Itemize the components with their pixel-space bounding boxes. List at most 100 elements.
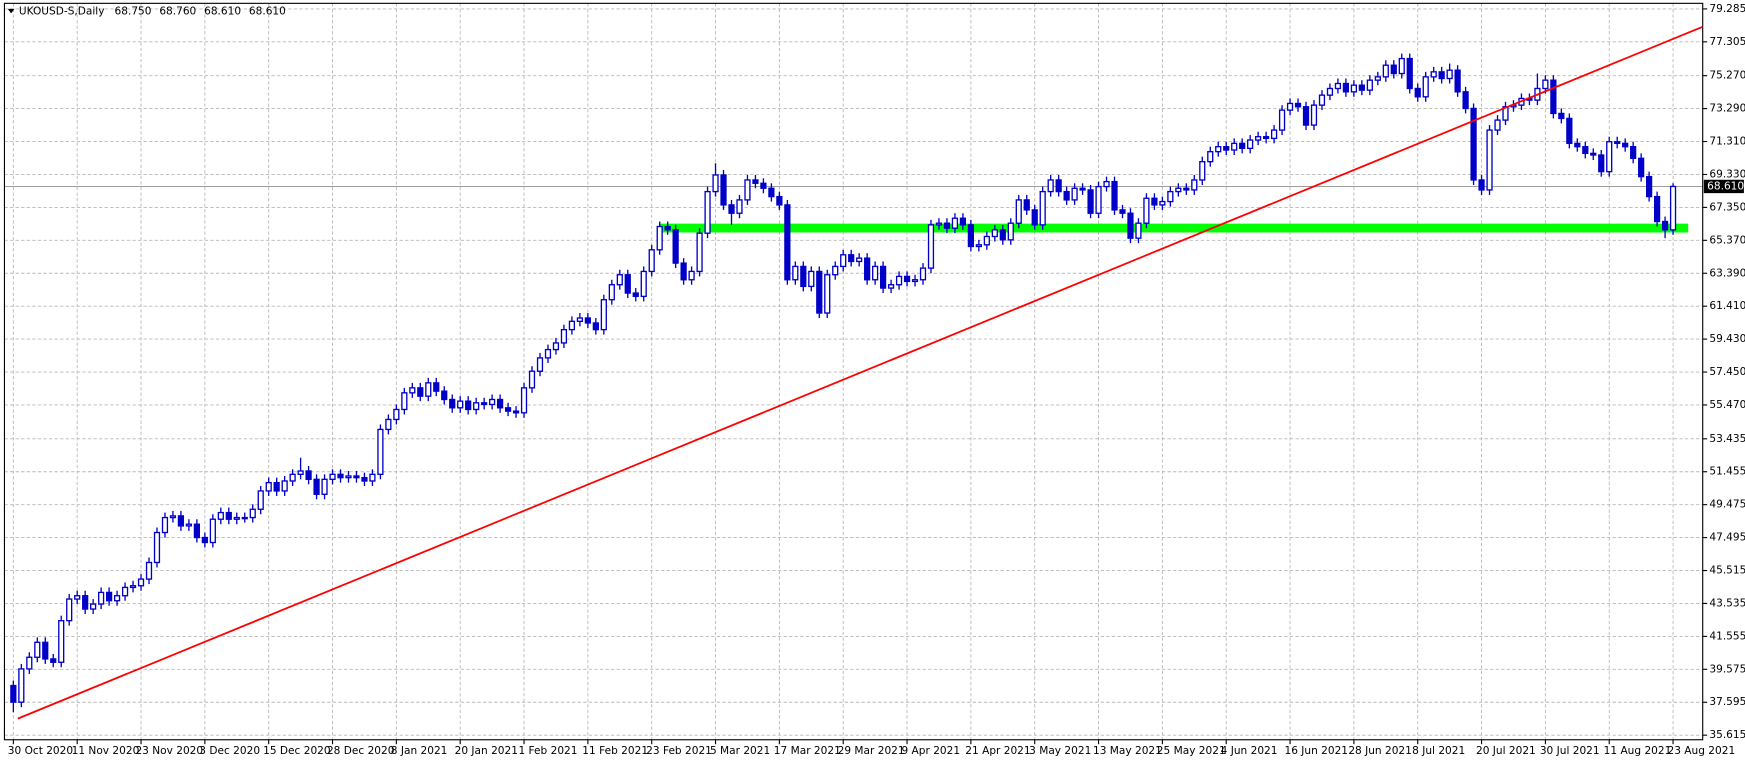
x-tick-label: 30 Oct 2020 bbox=[8, 745, 74, 757]
candle-body bbox=[568, 320, 576, 331]
candle-body bbox=[552, 342, 560, 351]
candle-body bbox=[153, 531, 161, 564]
candle-body bbox=[58, 620, 65, 663]
candle-body bbox=[161, 516, 169, 534]
candle-body bbox=[305, 470, 312, 480]
candle-body bbox=[887, 284, 895, 289]
candle-body bbox=[1223, 146, 1230, 151]
y-tick-label: 35.615 bbox=[1709, 729, 1745, 741]
x-tick-label: 8 Jul 2021 bbox=[1412, 745, 1465, 757]
candle-body bbox=[225, 511, 232, 520]
x-tick-label: 20 Jul 2021 bbox=[1476, 745, 1536, 757]
candle-body bbox=[1095, 185, 1102, 214]
candle-body bbox=[999, 229, 1006, 241]
candle-body bbox=[353, 475, 360, 479]
candle-body bbox=[1310, 104, 1318, 126]
candle-body bbox=[1494, 119, 1501, 131]
candle-body bbox=[98, 591, 105, 605]
header-text: UKOUSD-S,Daily 68.750 68.760 68.610 68.6… bbox=[19, 6, 286, 18]
y-tick-label: 47.495 bbox=[1709, 532, 1745, 544]
candle-body bbox=[66, 598, 73, 622]
candle-body bbox=[608, 284, 615, 301]
candle-body bbox=[1318, 94, 1326, 106]
candle-body bbox=[496, 398, 504, 409]
candle-body bbox=[1414, 87, 1421, 98]
x-tick-label: 17 Mar 2021 bbox=[774, 745, 841, 757]
header: UKOUSD-S,Daily 68.750 68.760 68.610 68.6… bbox=[7, 6, 286, 18]
candle-body bbox=[560, 328, 568, 344]
candle-body bbox=[449, 398, 456, 409]
x-tick-label: 23 Feb 2021 bbox=[646, 745, 712, 757]
candle-body bbox=[616, 274, 623, 286]
y-tick-label: 59.430 bbox=[1709, 333, 1745, 345]
candle-body bbox=[1087, 189, 1094, 214]
candle-body bbox=[241, 516, 248, 520]
candle-body bbox=[1326, 87, 1334, 96]
candle-body bbox=[816, 270, 823, 314]
grid bbox=[4, 3, 1703, 740]
candle-body bbox=[1135, 222, 1142, 239]
x-tick-label: 23 Aug 2021 bbox=[1667, 745, 1735, 757]
x-tick-label: 21 Apr 2021 bbox=[965, 745, 1030, 757]
candle-body bbox=[1574, 142, 1581, 148]
x-tick-label: 15 Dec 2020 bbox=[263, 745, 331, 757]
candle-body bbox=[800, 265, 807, 288]
candle-body bbox=[1191, 179, 1198, 191]
x-tick-label: 11 Nov 2020 bbox=[72, 745, 140, 757]
candle-body bbox=[967, 224, 974, 248]
candle-body bbox=[736, 199, 743, 214]
candle-body bbox=[584, 317, 591, 324]
candle-body bbox=[1063, 190, 1070, 201]
candle-body bbox=[137, 578, 145, 587]
trend-line bbox=[17, 25, 1703, 720]
candle-body bbox=[489, 398, 496, 406]
y-tick-label: 57.450 bbox=[1709, 366, 1745, 378]
candle-body bbox=[113, 595, 121, 602]
x-tick-label: 3 Dec 2020 bbox=[199, 745, 260, 757]
candle-body bbox=[840, 254, 847, 268]
y-tick-label: 43.535 bbox=[1709, 597, 1745, 609]
candle-body bbox=[417, 387, 424, 397]
candle-body bbox=[34, 641, 41, 658]
candle-body bbox=[752, 179, 759, 184]
candle-body bbox=[1398, 57, 1405, 75]
candle-body bbox=[895, 275, 903, 286]
candle-body bbox=[1167, 190, 1174, 203]
candle-body bbox=[18, 668, 25, 703]
candle-body bbox=[145, 561, 153, 580]
candle-body bbox=[385, 418, 392, 431]
candle-body bbox=[808, 270, 815, 288]
candle-body bbox=[217, 511, 224, 520]
candle-body bbox=[1669, 185, 1677, 231]
y-tick-label: 39.575 bbox=[1709, 663, 1745, 675]
candle-body bbox=[289, 473, 296, 482]
candle-body bbox=[728, 204, 735, 214]
header-low: 68.610 bbox=[204, 6, 241, 18]
candle-body bbox=[1653, 195, 1661, 223]
candle-body bbox=[433, 382, 440, 392]
candle-body bbox=[1438, 71, 1445, 80]
x-tick-label: 30 Jul 2021 bbox=[1540, 745, 1600, 757]
dropdown-icon[interactable] bbox=[7, 8, 15, 14]
candle-body bbox=[321, 478, 328, 495]
candle-body bbox=[369, 473, 376, 482]
candle-body bbox=[983, 235, 990, 246]
candle-body bbox=[1454, 69, 1461, 93]
candle-body bbox=[927, 224, 935, 269]
candle-body bbox=[776, 195, 783, 206]
candle-body bbox=[105, 591, 113, 602]
candle-body bbox=[1470, 107, 1477, 181]
y-tick-label: 51.455 bbox=[1709, 466, 1745, 478]
candle-body bbox=[1015, 199, 1022, 224]
candle-body bbox=[688, 270, 695, 281]
y-tick-label: 69.330 bbox=[1709, 168, 1745, 180]
candle-body bbox=[1079, 187, 1086, 191]
candle-body bbox=[1446, 69, 1453, 80]
candle-body bbox=[1382, 64, 1389, 78]
candle-body bbox=[297, 470, 304, 475]
x-tick-label: 11 Aug 2021 bbox=[1604, 745, 1672, 757]
candle-body bbox=[1151, 197, 1158, 206]
x-tick-label: 3 May 2021 bbox=[1029, 745, 1091, 757]
